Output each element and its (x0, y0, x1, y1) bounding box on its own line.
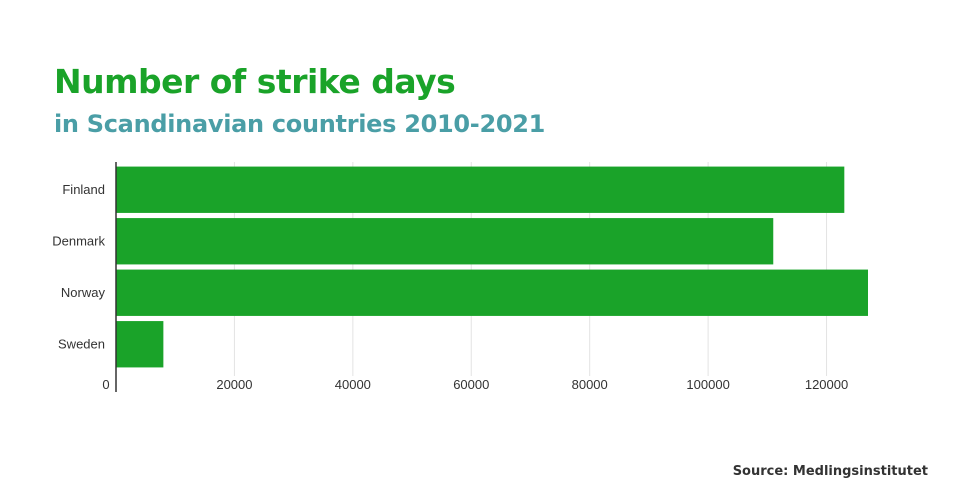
x-tick-label: 80000 (572, 377, 608, 392)
category-label: Finland (62, 182, 105, 197)
x-tick-label: 60000 (453, 377, 489, 392)
x-tick-label: 100000 (686, 377, 729, 392)
chart-subtitle: in Scandinavian countries 2010-2021 (54, 110, 546, 138)
x-tick-label: 0 (102, 377, 109, 392)
category-label: Sweden (58, 336, 105, 351)
source-note: Source: Medlingsinstitutet (732, 464, 928, 479)
bar-norway (116, 269, 868, 316)
bars (116, 166, 868, 368)
x-tick-label: 40000 (335, 377, 371, 392)
category-label: Norway (61, 285, 106, 300)
x-tick-label: 20000 (216, 377, 252, 392)
x-tick-label: 120000 (805, 377, 848, 392)
category-label: Denmark (52, 233, 105, 248)
bar-denmark (116, 218, 774, 265)
bar-sweden (116, 321, 164, 368)
chart-title: Number of strike days (54, 62, 456, 101)
axis-labels: Finland Denmark Norway Sweden 0 20000 40000 600… (52, 182, 848, 392)
bar-finland (116, 166, 845, 213)
